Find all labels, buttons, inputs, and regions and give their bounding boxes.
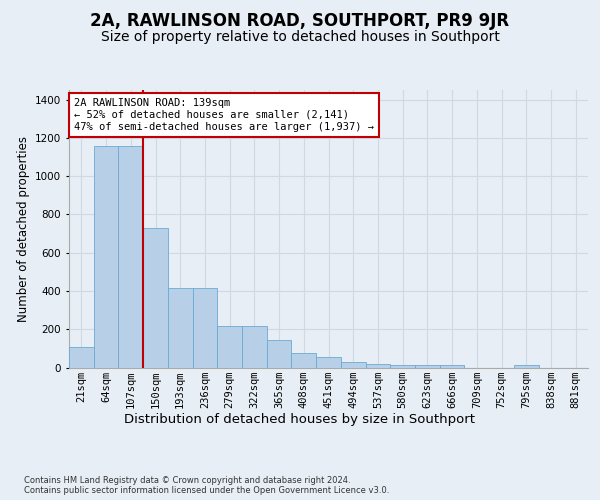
Text: Size of property relative to detached houses in Southport: Size of property relative to detached ho… [101, 30, 499, 44]
Text: Contains HM Land Registry data © Crown copyright and database right 2024.
Contai: Contains HM Land Registry data © Crown c… [24, 476, 389, 495]
Bar [390, 364, 415, 368]
Bar [69, 348, 94, 368]
Bar [415, 364, 440, 368]
Bar [316, 357, 341, 368]
Bar [118, 146, 143, 368]
Y-axis label: Number of detached properties: Number of detached properties [17, 136, 29, 322]
Text: 2A RAWLINSON ROAD: 139sqm
← 52% of detached houses are smaller (2,141)
47% of se: 2A RAWLINSON ROAD: 139sqm ← 52% of detac… [74, 98, 374, 132]
Bar [143, 228, 168, 368]
Bar [193, 288, 217, 368]
Bar [365, 364, 390, 368]
Bar [440, 365, 464, 368]
Bar [94, 146, 118, 368]
Bar [217, 326, 242, 368]
Text: 2A, RAWLINSON ROAD, SOUTHPORT, PR9 9JR: 2A, RAWLINSON ROAD, SOUTHPORT, PR9 9JR [91, 12, 509, 30]
Bar [514, 365, 539, 368]
Bar [341, 362, 365, 368]
Bar [242, 326, 267, 368]
Bar [292, 353, 316, 368]
Bar [267, 340, 292, 367]
Text: Distribution of detached houses by size in Southport: Distribution of detached houses by size … [125, 412, 476, 426]
Bar [168, 288, 193, 368]
